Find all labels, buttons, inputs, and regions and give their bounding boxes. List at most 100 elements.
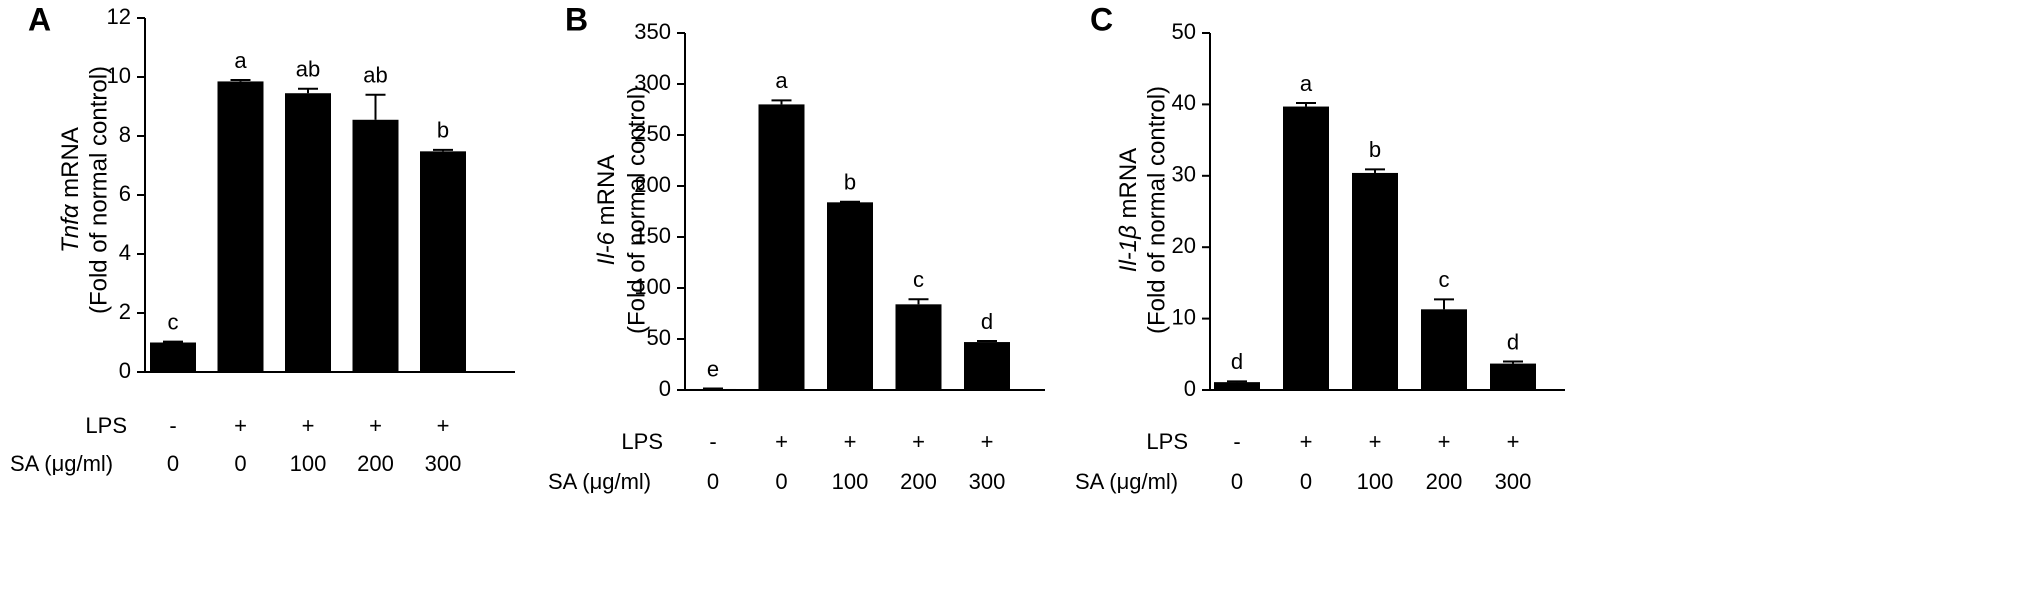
y-axis-gene: Il-6 <box>593 231 620 265</box>
y-tick-label: 50 <box>647 325 671 350</box>
y-tick-label: 10 <box>1172 304 1196 329</box>
bar <box>352 119 399 373</box>
row-cell: + <box>1507 429 1520 454</box>
significance-letter: ab <box>296 57 320 82</box>
row-cell: 300 <box>969 469 1006 494</box>
bar <box>964 342 1010 390</box>
bar <box>1421 309 1467 390</box>
y-tick-label: 4 <box>119 240 131 265</box>
row-cell: 0 <box>775 469 787 494</box>
significance-letter: c <box>1439 267 1450 292</box>
y-axis-sublabel: (Fold of normal control) <box>623 86 650 334</box>
y-tick-label: 100 <box>634 274 671 299</box>
significance-letter: b <box>844 170 856 195</box>
significance-letter: a <box>1300 71 1313 96</box>
bar <box>895 304 942 390</box>
row-label: LPS <box>85 413 127 438</box>
y-tick-label: 0 <box>659 376 671 401</box>
y-axis-label: Il-6 mRNA <box>593 155 620 266</box>
bar <box>1214 382 1260 390</box>
row-cell: + <box>775 429 788 454</box>
bar <box>690 388 736 390</box>
significance-letter: d <box>981 309 993 334</box>
bar <box>827 202 873 390</box>
y-tick-label: 40 <box>1172 90 1196 115</box>
bar <box>1490 363 1536 390</box>
y-axis-label: Il-1β mRNA <box>1115 148 1142 272</box>
panel-label: C <box>1090 1 1113 37</box>
significance-letter: c <box>168 309 179 334</box>
significance-letter: d <box>1507 329 1519 354</box>
y-tick-label: 0 <box>1184 376 1196 401</box>
row-cell: + <box>1369 429 1382 454</box>
y-axis-unit: mRNA <box>1115 148 1142 219</box>
row-cell: + <box>1438 429 1451 454</box>
significance-letter: b <box>1369 137 1381 162</box>
row-label: SA (μg/ml) <box>10 451 113 476</box>
row-cell: + <box>437 413 450 438</box>
y-axis-label: Tnfα mRNA <box>57 127 84 253</box>
y-axis-sublabel: (Fold of normal control) <box>1143 86 1170 334</box>
row-cell: 300 <box>1495 469 1532 494</box>
bar <box>1352 172 1398 390</box>
significance-letter: a <box>775 68 788 93</box>
row-label: LPS <box>621 429 663 454</box>
panel-label: B <box>565 1 588 37</box>
panel-label: A <box>28 1 51 37</box>
row-cell: 0 <box>1300 469 1312 494</box>
row-cell: + <box>369 413 382 438</box>
significance-letter: ab <box>363 63 387 88</box>
row-cell: + <box>302 413 315 438</box>
row-cell: 200 <box>1426 469 1463 494</box>
row-cell: - <box>169 413 176 438</box>
row-cell: - <box>709 429 716 454</box>
y-axis-unit: mRNA <box>593 155 620 226</box>
row-cell: 0 <box>167 451 179 476</box>
row-cell: + <box>844 429 857 454</box>
bar <box>758 104 805 391</box>
significance-letter: c <box>913 267 924 292</box>
bar <box>217 81 264 373</box>
row-cell: 0 <box>234 451 246 476</box>
y-tick-label: 12 <box>107 4 131 29</box>
significance-letter: a <box>234 48 247 73</box>
y-tick-label: 300 <box>634 70 671 95</box>
y-axis-gene: Il-1β <box>1115 225 1142 272</box>
y-tick-label: 250 <box>634 121 671 146</box>
y-tick-label: 20 <box>1172 233 1196 258</box>
y-axis-unit: mRNA <box>57 127 84 198</box>
bar <box>1283 106 1329 391</box>
row-label: LPS <box>1146 429 1188 454</box>
row-cell: 200 <box>357 451 394 476</box>
y-tick-label: 2 <box>119 299 131 324</box>
row-cell: + <box>981 429 994 454</box>
y-tick-label: 10 <box>107 63 131 88</box>
row-cell: 0 <box>1231 469 1243 494</box>
y-tick-label: 8 <box>119 122 131 147</box>
row-cell: 100 <box>832 469 869 494</box>
significance-letter: d <box>1231 349 1243 374</box>
row-cell: 100 <box>290 451 327 476</box>
row-label: SA (μg/ml) <box>548 469 651 494</box>
bar <box>420 151 466 372</box>
row-cell: - <box>1233 429 1240 454</box>
significance-letter: e <box>707 356 719 381</box>
y-tick-label: 6 <box>119 181 131 206</box>
y-tick-label: 0 <box>119 358 131 383</box>
row-cell: + <box>912 429 925 454</box>
significance-letter: b <box>437 118 449 143</box>
row-cell: 300 <box>425 451 462 476</box>
row-cell: + <box>234 413 247 438</box>
y-tick-label: 50 <box>1172 19 1196 44</box>
y-axis-gene: Tnfα <box>57 203 84 253</box>
row-cell: 200 <box>900 469 937 494</box>
bar <box>150 342 196 372</box>
row-cell: 100 <box>1357 469 1394 494</box>
y-tick-label: 150 <box>634 223 671 248</box>
y-tick-label: 30 <box>1172 162 1196 187</box>
row-label: SA (μg/ml) <box>1075 469 1178 494</box>
y-tick-label: 350 <box>634 19 671 44</box>
row-cell: 0 <box>707 469 719 494</box>
y-tick-label: 200 <box>634 172 671 197</box>
